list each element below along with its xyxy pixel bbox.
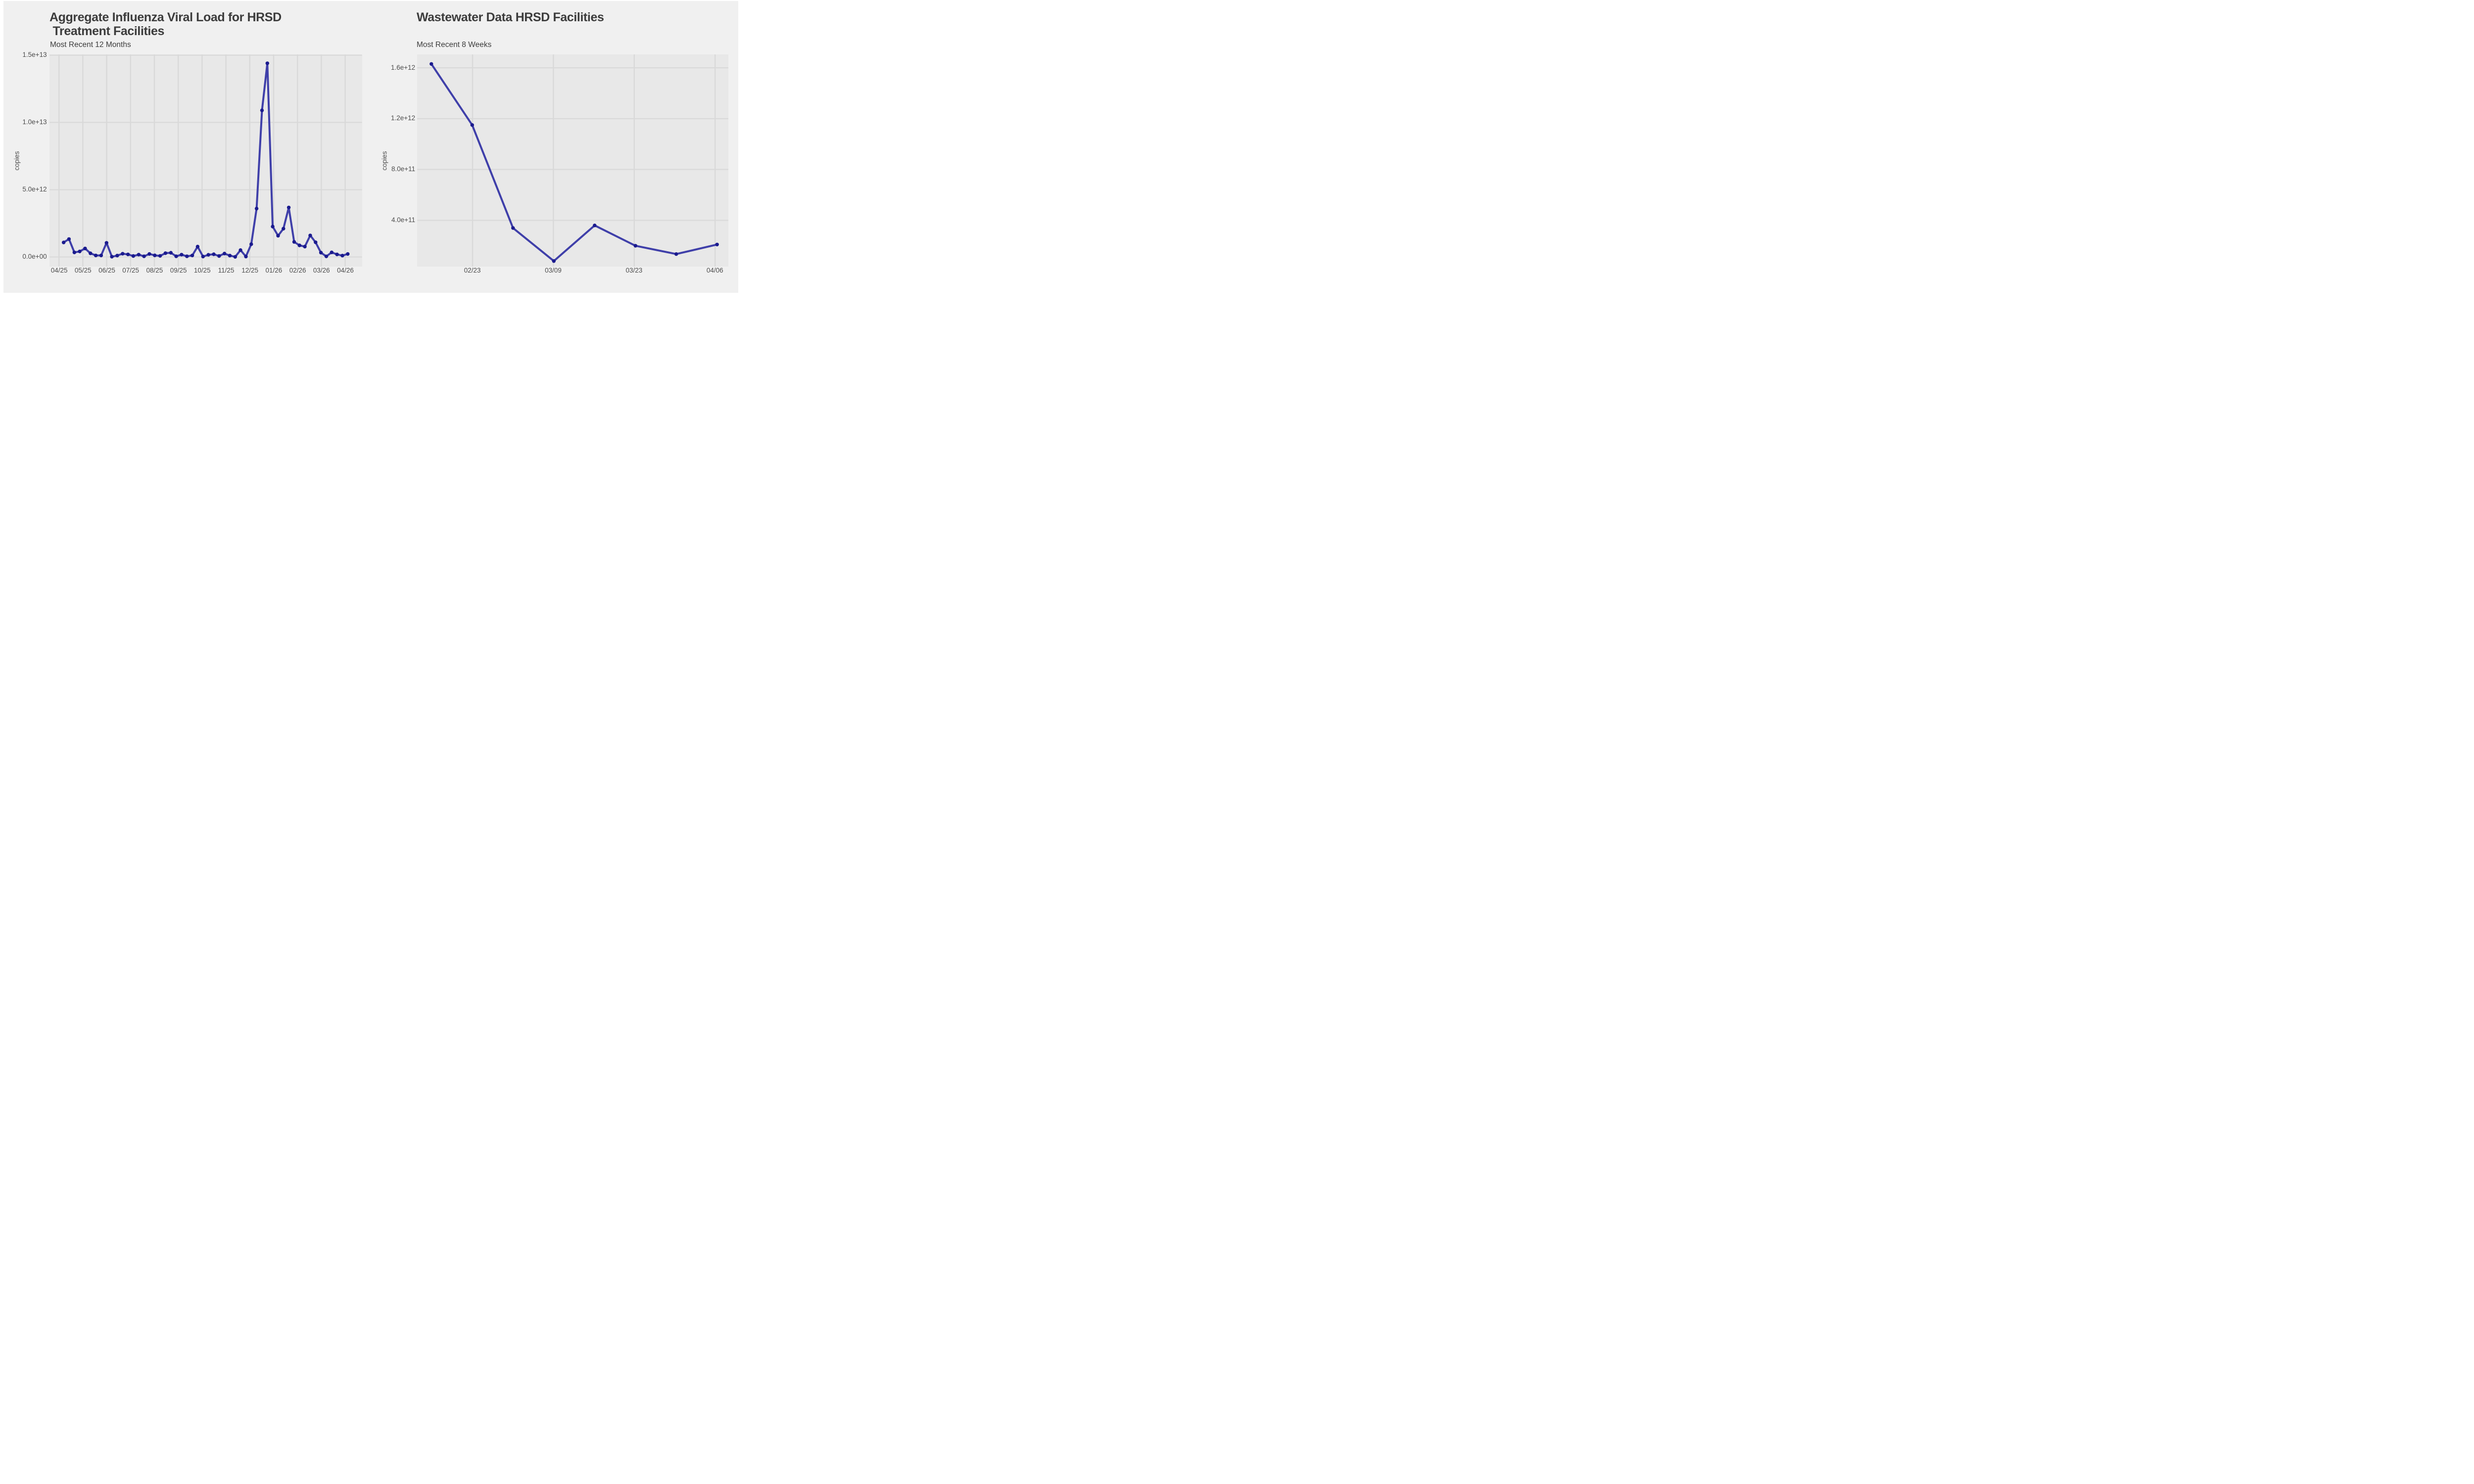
x-tick-label: 09/25 — [170, 267, 187, 274]
y-tick-label: 1.0e+13 — [22, 118, 47, 126]
x-tick-label: 08/25 — [146, 267, 163, 274]
data-point — [115, 253, 119, 257]
data-point — [260, 108, 264, 112]
data-point — [330, 250, 334, 254]
y-tick-label: 8.0e+11 — [391, 165, 416, 173]
y-tick-label: 0.0e+00 — [22, 253, 47, 261]
data-point — [169, 250, 173, 255]
wastewater-chart-title: Wastewater Data HRSD Facilities — [417, 10, 604, 24]
data-point — [137, 252, 141, 257]
data-point — [592, 223, 597, 227]
data-point — [126, 252, 130, 256]
data-point — [62, 240, 66, 244]
x-tick-label: 03/23 — [625, 267, 643, 274]
data-point — [470, 123, 474, 127]
data-point — [185, 254, 189, 258]
influenza-line-plot — [49, 54, 362, 267]
data-point — [83, 246, 87, 250]
data-point — [249, 242, 253, 246]
influenza-chart-subtitle: Most Recent 12 Months — [50, 41, 131, 49]
x-tick-label: 04/06 — [706, 267, 723, 274]
data-point — [196, 244, 200, 248]
data-point — [715, 242, 719, 246]
x-tick-label: 11/25 — [218, 267, 235, 274]
y-tick-label: 1.6e+12 — [391, 63, 416, 71]
data-point — [217, 254, 221, 258]
data-point — [110, 254, 114, 259]
data-point — [314, 240, 318, 244]
x-tick-label: 02/23 — [464, 267, 481, 274]
data-point — [244, 254, 248, 258]
data-point — [287, 205, 291, 209]
x-tick-label: 01/26 — [265, 267, 283, 274]
data-point — [255, 206, 259, 210]
x-tick-label: 12/25 — [241, 267, 259, 274]
data-point — [633, 243, 637, 248]
y-tick-label: 5.0e+12 — [22, 186, 47, 193]
data-point — [303, 244, 307, 248]
wastewater-chart-figure: Wastewater Data HRSD Facilities Most Rec… — [371, 0, 742, 297]
data-point — [238, 248, 243, 252]
data-point — [72, 250, 77, 254]
data-point — [276, 233, 281, 237]
data-point — [164, 251, 168, 255]
data-point — [147, 252, 151, 256]
x-tick-label: 04/25 — [50, 267, 68, 274]
data-point — [89, 251, 93, 255]
data-point — [297, 243, 302, 247]
data-point — [292, 239, 296, 244]
data-point — [121, 251, 125, 256]
data-point — [511, 226, 515, 230]
data-point — [319, 250, 323, 254]
data-point — [153, 253, 157, 257]
y-tick-label: 4.0e+11 — [391, 216, 416, 224]
x-tick-label: 07/25 — [122, 267, 140, 274]
data-point — [429, 62, 433, 66]
data-point — [174, 254, 179, 258]
y-tick-label: 1.2e+12 — [391, 114, 416, 122]
data-point — [206, 252, 211, 257]
x-tick-label: 05/25 — [74, 267, 92, 274]
data-point — [265, 61, 270, 65]
x-tick-label: 06/25 — [98, 267, 115, 274]
data-point — [180, 252, 184, 257]
x-tick-label: 03/26 — [313, 267, 330, 274]
data-point — [233, 255, 238, 259]
x-tick-label: 10/25 — [193, 267, 211, 274]
x-tick-label: 03/09 — [545, 267, 562, 274]
data-point — [271, 224, 275, 229]
data-point — [228, 253, 232, 257]
wastewater-plot-panel — [417, 54, 729, 267]
influenza-plot-panel — [49, 54, 362, 267]
x-tick-label: 02/26 — [289, 267, 306, 274]
data-point — [104, 240, 109, 245]
data-point — [212, 252, 216, 256]
data-point — [78, 249, 82, 253]
data-point — [158, 254, 162, 258]
wastewater-chart-subtitle: Most Recent 8 Weeks — [417, 41, 492, 49]
influenza-chart-figure: Aggregate Influenza Viral Load for HRSD … — [0, 0, 371, 297]
y-tick-label: 1.5e+13 — [22, 51, 47, 59]
influenza-y-axis-title: copies — [13, 151, 21, 171]
data-point — [99, 253, 103, 257]
data-point — [282, 227, 285, 231]
data-point — [674, 252, 678, 256]
x-tick-label: 04/26 — [337, 267, 354, 274]
data-point — [94, 253, 98, 257]
wastewater-line-plot — [417, 54, 729, 267]
data-point — [335, 252, 339, 256]
data-point — [201, 254, 205, 258]
data-point — [552, 259, 556, 263]
data-point — [325, 254, 329, 258]
data-point — [67, 237, 71, 241]
influenza-chart-title: Aggregate Influenza Viral Load for HRSD … — [49, 10, 282, 38]
data-point — [142, 254, 146, 258]
data-point — [308, 233, 313, 237]
data-point — [132, 254, 136, 258]
data-point — [190, 253, 194, 257]
data-point — [223, 251, 227, 255]
data-point — [346, 252, 350, 256]
data-point — [340, 253, 345, 257]
wastewater-dashboard: Aggregate Influenza Viral Load for HRSD … — [0, 0, 742, 297]
